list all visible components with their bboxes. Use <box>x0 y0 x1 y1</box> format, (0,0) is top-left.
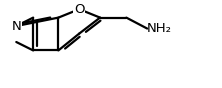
Text: NH₂: NH₂ <box>147 22 172 35</box>
Text: O: O <box>74 3 84 16</box>
Text: N: N <box>11 20 21 33</box>
